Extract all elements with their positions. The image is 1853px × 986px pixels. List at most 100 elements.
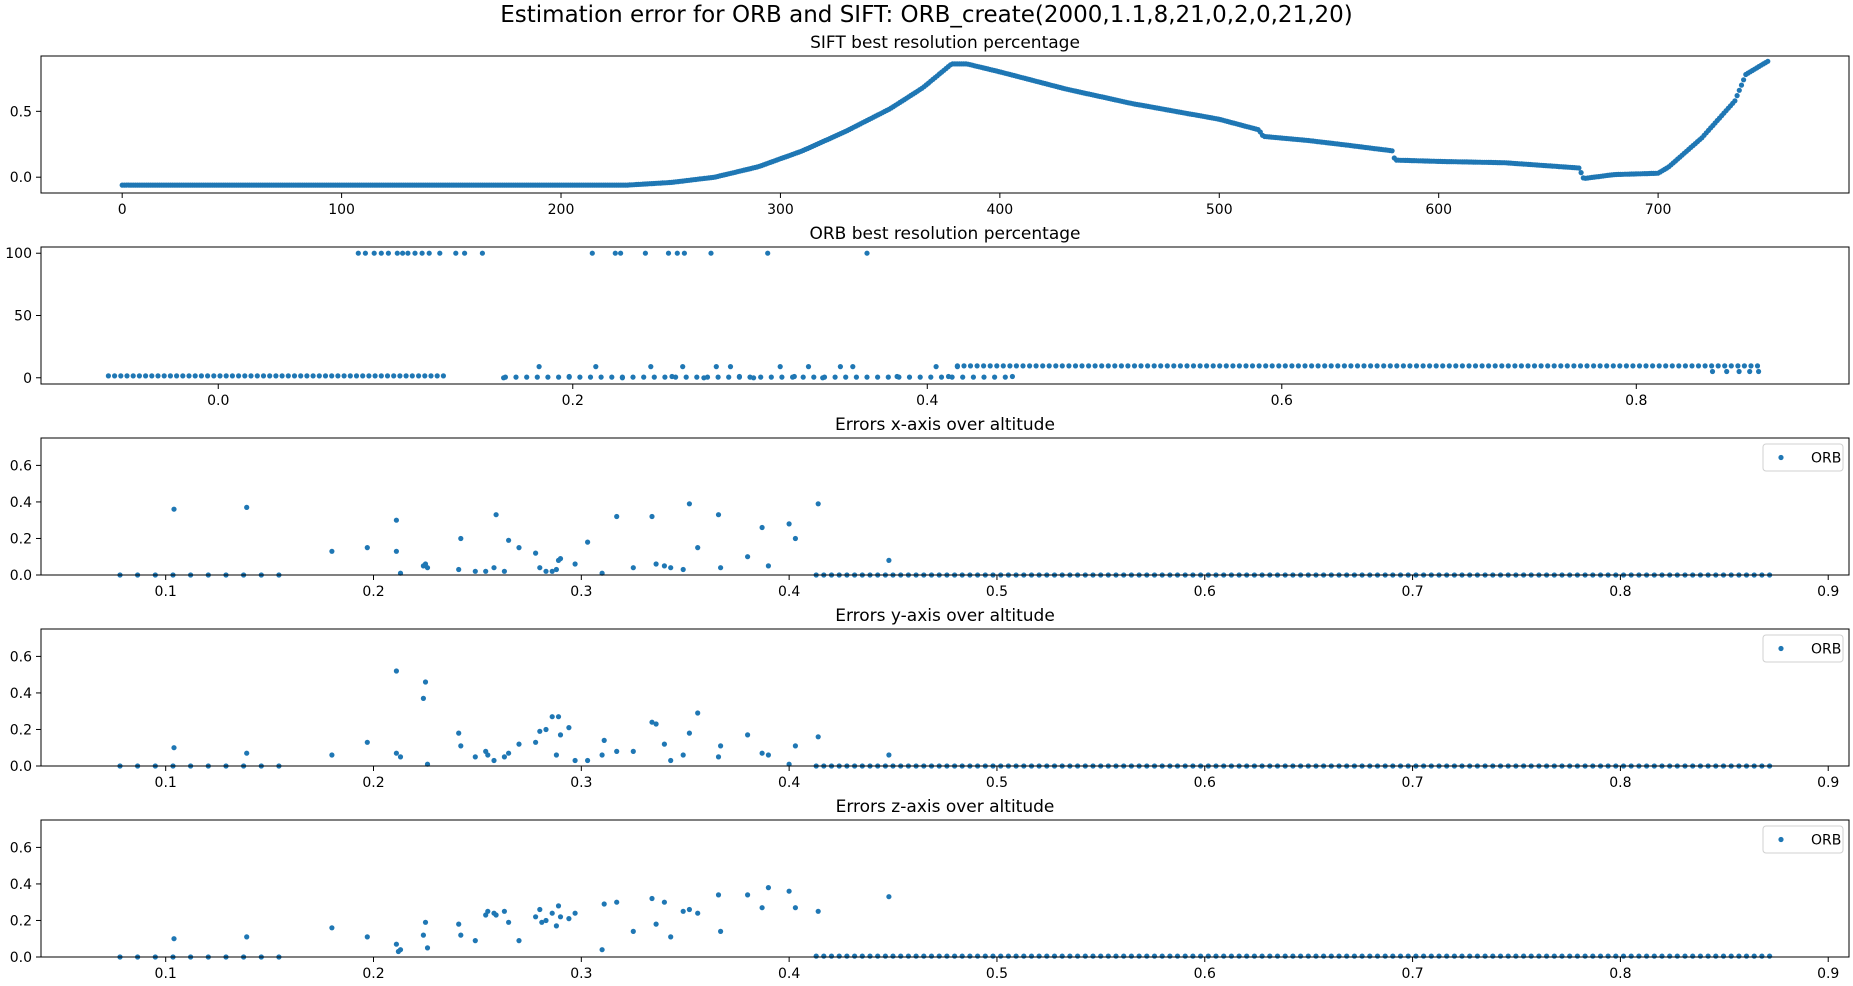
- data-point: [1765, 58, 1771, 64]
- data-point: [1713, 953, 1719, 959]
- data-point: [1591, 363, 1597, 369]
- data-point: [759, 750, 765, 756]
- data-point: [1604, 363, 1610, 369]
- data-point: [420, 932, 426, 938]
- data-point: [1177, 363, 1183, 369]
- legend-marker: [1778, 645, 1784, 652]
- data-point: [1315, 363, 1321, 369]
- data-point: [1335, 363, 1341, 369]
- data-point: [668, 565, 674, 571]
- data-point: [428, 373, 434, 379]
- data-point: [577, 374, 583, 380]
- data-point: [493, 512, 499, 518]
- data-point: [1167, 953, 1173, 959]
- data-point: [371, 250, 377, 256]
- x-tick-label: 0.8: [1609, 775, 1631, 791]
- data-point: [1269, 363, 1275, 369]
- data-point: [779, 374, 785, 380]
- data-point: [1479, 363, 1485, 369]
- data-point: [875, 374, 881, 380]
- data-point: [180, 373, 186, 379]
- data-point: [553, 752, 560, 758]
- legend-box: [1762, 825, 1844, 854]
- data-point: [553, 923, 560, 929]
- data-point: [790, 374, 796, 380]
- data-point: [397, 373, 403, 379]
- data-point: [853, 374, 860, 380]
- data-point: [758, 374, 764, 380]
- data-point: [585, 757, 591, 764]
- data-point: [614, 748, 620, 755]
- data-point: [1145, 363, 1151, 369]
- data-point: [815, 734, 821, 740]
- subplot-title: Errors x-axis over altitude: [835, 415, 1055, 435]
- data-point: [545, 374, 551, 380]
- data-point: [952, 953, 958, 959]
- data-point: [850, 364, 856, 370]
- x-tick-label: 0.2: [362, 584, 384, 600]
- data-point: [653, 921, 659, 927]
- data-point: [557, 732, 564, 738]
- data-point: [1636, 363, 1643, 369]
- data-point: [821, 374, 828, 380]
- data-point: [786, 521, 792, 527]
- data-point: [537, 906, 543, 913]
- axes-frame: [40, 628, 1850, 767]
- data-point: [1374, 953, 1381, 959]
- data-point: [1754, 363, 1761, 369]
- data-point: [1099, 363, 1105, 369]
- data-point: [335, 373, 341, 379]
- data-point: [543, 726, 549, 733]
- data-point: [105, 373, 111, 379]
- data-point: [1309, 363, 1315, 369]
- data-point: [821, 953, 827, 959]
- data-point: [815, 908, 821, 914]
- data-point: [1282, 363, 1288, 369]
- data-point: [557, 556, 564, 562]
- data-point: [1159, 953, 1165, 959]
- data-point: [1105, 363, 1111, 369]
- data-point: [1467, 953, 1473, 959]
- x-tick-label: 0.2: [362, 966, 384, 982]
- x-tick-label: 0.7: [1401, 966, 1423, 982]
- data-point: [420, 695, 426, 702]
- data-point: [516, 741, 522, 747]
- data-point: [174, 373, 180, 379]
- legend: ORB: [1762, 825, 1844, 854]
- data-point: [792, 905, 799, 911]
- data-point: [1695, 363, 1702, 369]
- data-point: [1086, 363, 1092, 369]
- data-point: [1059, 953, 1065, 959]
- data-point: [506, 919, 512, 925]
- data-point: [549, 910, 555, 916]
- data-point: [1387, 363, 1393, 369]
- data-point: [844, 953, 850, 959]
- data-point: [598, 374, 604, 380]
- data-point: [896, 374, 902, 380]
- x-tick-label: 0.8: [1625, 393, 1647, 409]
- data-point: [836, 953, 842, 959]
- x-tick-label: 0: [118, 202, 127, 218]
- data-point: [1184, 363, 1190, 369]
- data-point: [1676, 363, 1682, 369]
- data-point: [843, 374, 849, 380]
- data-point: [1574, 953, 1580, 959]
- data-point: [1497, 953, 1504, 959]
- data-point: [516, 938, 522, 944]
- data-point: [1282, 953, 1288, 959]
- data-point: [680, 908, 686, 914]
- data-point: [609, 374, 615, 380]
- data-point: [695, 710, 701, 716]
- data-point: [974, 363, 980, 369]
- data-point: [462, 250, 468, 256]
- data-point: [1709, 363, 1715, 369]
- data-point: [493, 912, 499, 918]
- data-point: [949, 374, 955, 380]
- data-point: [917, 374, 923, 380]
- data-point: [385, 250, 391, 256]
- data-point: [1007, 363, 1013, 369]
- data-point: [715, 512, 722, 518]
- data-point: [364, 934, 370, 940]
- data-point: [1551, 363, 1557, 369]
- data-point: [543, 917, 549, 924]
